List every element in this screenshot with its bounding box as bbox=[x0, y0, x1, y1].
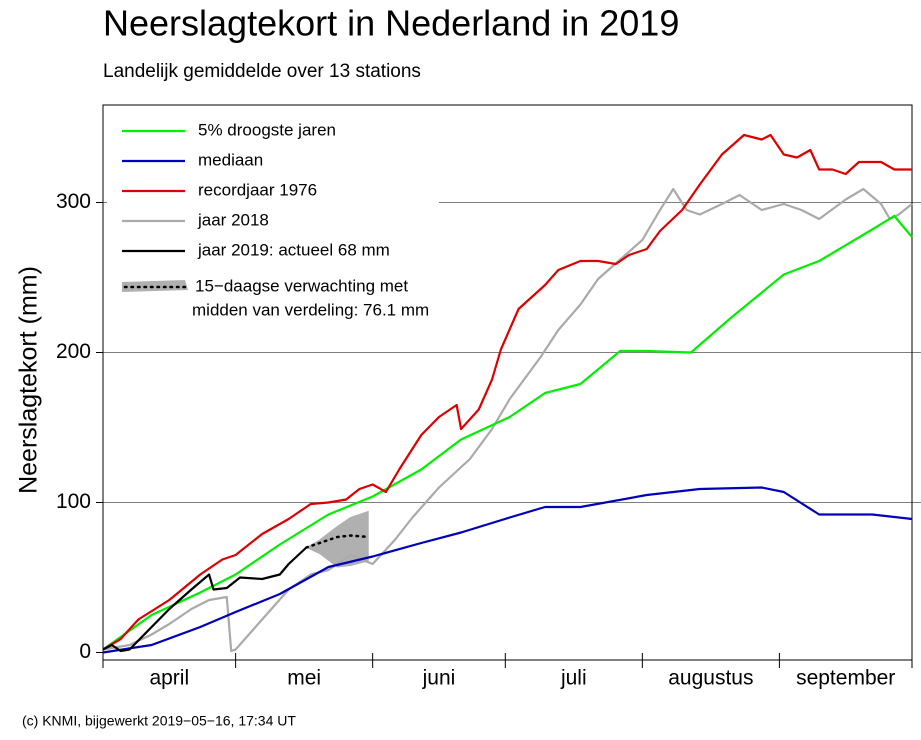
x-tick-label: augustus bbox=[668, 667, 753, 690]
legend-label: 15−daagse verwachting met bbox=[195, 276, 408, 295]
x-tick-label: juli bbox=[560, 667, 587, 690]
x-tick-label: april bbox=[149, 667, 189, 690]
legend-swatch bbox=[122, 280, 188, 292]
chart-subtitle: Landelijk gemiddelde over 13 stations bbox=[103, 61, 421, 82]
y-axis-label: Neerslagtekort (mm) bbox=[15, 266, 43, 494]
legend-label: 5% droogste jaren bbox=[198, 120, 336, 139]
series-line bbox=[102, 546, 308, 653]
forecast-band bbox=[305, 510, 369, 568]
y-tick-label: 100 bbox=[56, 490, 91, 513]
forecast-line bbox=[305, 534, 370, 549]
series-line bbox=[102, 486, 913, 654]
legend-label: midden van verdeling: 76.1 mm bbox=[192, 300, 429, 319]
x-tick-label: mei bbox=[287, 667, 321, 690]
legend-label: recordjaar 1976 bbox=[198, 180, 317, 199]
legend-label: mediaan bbox=[198, 150, 263, 169]
legend-label: jaar 2018 bbox=[197, 210, 269, 229]
x-tick-label: juni bbox=[422, 667, 456, 690]
series-line bbox=[102, 214, 913, 651]
chart-title: Neerslagtekort in Nederland in 2019 bbox=[103, 3, 679, 44]
y-tick-label: 0 bbox=[79, 640, 91, 663]
x-tick-label: september bbox=[796, 667, 895, 690]
y-tick-label: 200 bbox=[56, 340, 91, 363]
legend-box bbox=[107, 109, 439, 329]
legend-label: jaar 2019: actueel 68 mm bbox=[197, 240, 390, 259]
plot-frame bbox=[102, 104, 913, 661]
series-line bbox=[102, 133, 912, 651]
y-tick-label: 300 bbox=[56, 190, 91, 213]
series-line bbox=[102, 187, 913, 653]
footer: (c) KNMI, bijgewerkt 2019−05−16, 17:34 U… bbox=[22, 713, 296, 729]
